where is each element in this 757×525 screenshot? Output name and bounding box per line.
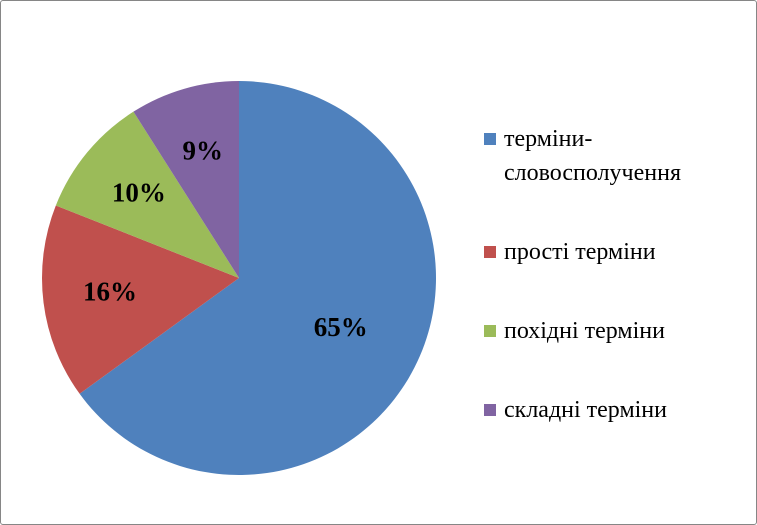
data-label: 10%	[112, 177, 166, 207]
legend-label: складні терміни	[504, 396, 667, 423]
legend-swatch	[484, 245, 496, 258]
pie-slice	[55, 111, 240, 279]
legend-swatch	[484, 324, 496, 337]
legend-label: похідні терміни	[504, 317, 665, 344]
data-label: 9%	[182, 135, 223, 165]
legend: терміни-словосполучення прості терміни пох…	[484, 99, 734, 449]
data-label: 65%	[314, 312, 368, 342]
legend-label: терміни-словосполучення	[504, 125, 681, 186]
pie-slice	[79, 81, 436, 476]
legend-entry: складні терміни	[484, 393, 734, 427]
pie-slice	[41, 205, 239, 394]
pie-slice	[133, 81, 239, 278]
legend-swatch	[484, 132, 496, 145]
legend-entry: прості терміни	[484, 235, 734, 269]
legend-swatch	[484, 403, 496, 416]
legend-entry: похідні терміни	[484, 314, 734, 348]
legend-entry: терміни-словосполучення	[484, 122, 734, 190]
data-label: 16%	[83, 276, 137, 306]
legend-label: прості терміни	[504, 238, 656, 265]
